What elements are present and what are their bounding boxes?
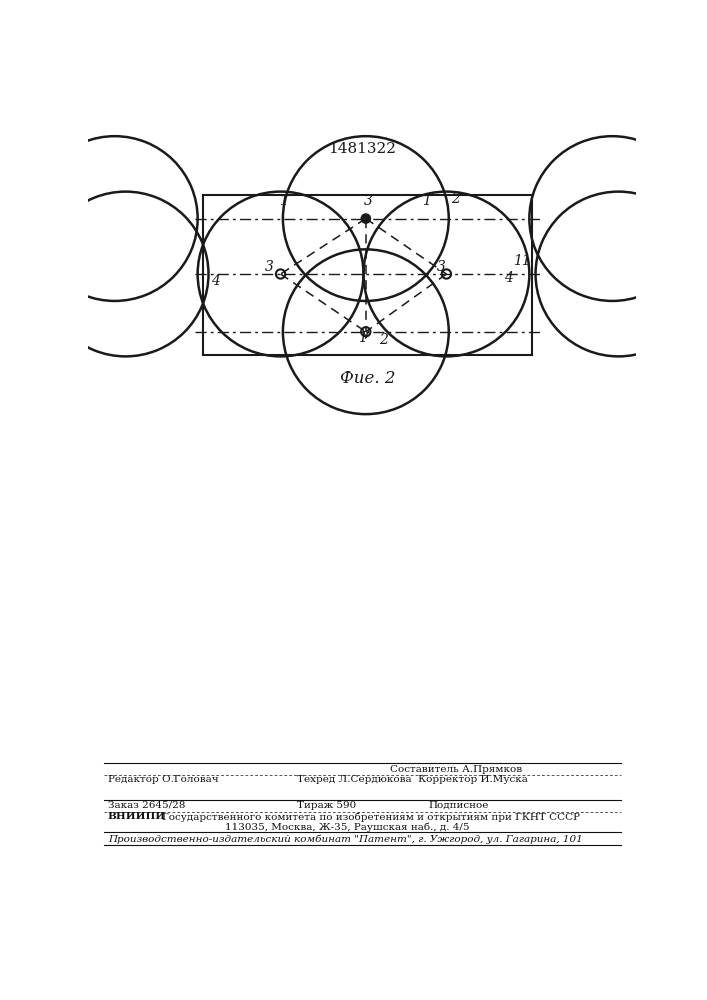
Text: Государственного комитета по изобретениям и открытиям при ГКНТ СССР: Государственного комитета по изобретения… — [162, 812, 580, 822]
Text: 11: 11 — [513, 254, 531, 268]
Text: 4: 4 — [504, 271, 513, 285]
Text: 3: 3 — [363, 194, 373, 208]
Text: 1481322: 1481322 — [328, 142, 397, 156]
Text: Составитель А.Прямков: Составитель А.Прямков — [390, 765, 522, 774]
Text: Заказ 2645/28: Заказ 2645/28 — [107, 801, 185, 810]
Text: 3: 3 — [437, 260, 446, 274]
Text: 4: 4 — [211, 274, 220, 288]
Text: Подписное: Подписное — [428, 801, 489, 810]
Text: 113035, Москва, Ж-35, Раушская наб., д. 4/5: 113035, Москва, Ж-35, Раушская наб., д. … — [226, 822, 470, 832]
Text: Редактор О.Головач: Редактор О.Головач — [107, 775, 218, 784]
Ellipse shape — [361, 214, 370, 223]
Text: Фие. 2: Фие. 2 — [340, 370, 395, 387]
Text: Производственно-издательский комбинат "Патент", г. Ужгород, ул. Гагарина, 101: Производственно-издательский комбинат "П… — [107, 834, 583, 844]
Text: 1: 1 — [279, 194, 288, 208]
Text: 1: 1 — [421, 194, 431, 208]
Text: 3: 3 — [265, 260, 274, 274]
Text: ВНИИПИ: ВНИИПИ — [107, 812, 166, 821]
Text: Техред Л.Сердюкова  Корректор И.Муска: Техред Л.Сердюкова Корректор И.Муска — [297, 775, 527, 784]
Text: 1: 1 — [358, 331, 367, 345]
Text: 2: 2 — [379, 333, 388, 347]
Text: Тираж 590: Тираж 590 — [297, 801, 356, 810]
Text: 2: 2 — [451, 192, 460, 206]
